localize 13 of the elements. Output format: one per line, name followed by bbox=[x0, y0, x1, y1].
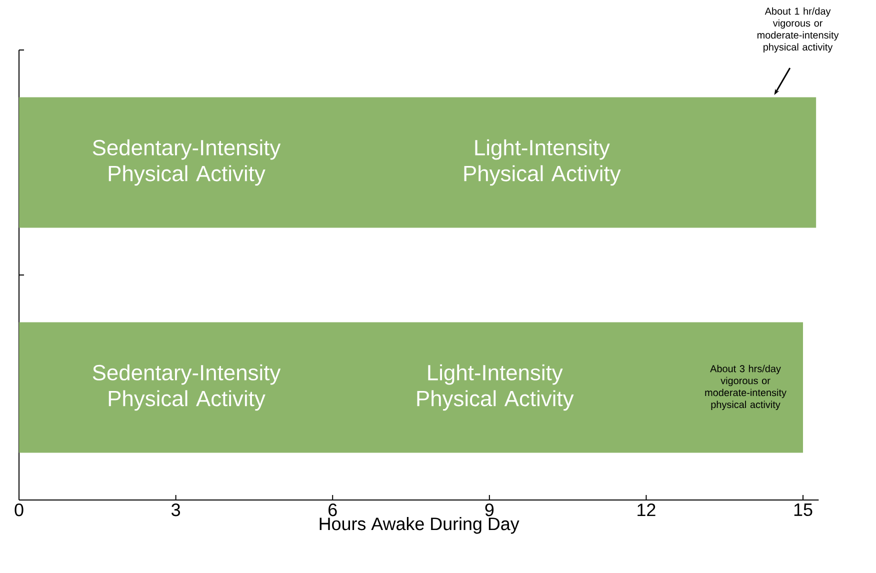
x-tick-label: 15 bbox=[794, 504, 812, 516]
annotation: About 1 hr/day vigorous or moderate-intensity physical activity bbox=[757, 7, 839, 53]
x-tick-label: 6 bbox=[328, 504, 337, 516]
annotation: Sedentary-Intensity Physical Activity bbox=[92, 364, 281, 411]
x-tick-label: 0 bbox=[14, 504, 24, 516]
annotation: Light-Intensity Physical Activity bbox=[417, 364, 574, 411]
annotation: About 3 hrs/day vigorous or moderate-intensity physical activity bbox=[705, 364, 786, 410]
x-tick-label: 3 bbox=[172, 504, 180, 516]
x-tick-label: 9 bbox=[485, 504, 494, 516]
annotation: Light-Intensity Physical Activity bbox=[464, 139, 621, 186]
x-axis-title: Hours Awake During Day bbox=[320, 517, 520, 534]
x-tick-label: 12 bbox=[638, 504, 656, 516]
annotation: Sedentary-Intensity Physical Activity bbox=[92, 139, 281, 186]
